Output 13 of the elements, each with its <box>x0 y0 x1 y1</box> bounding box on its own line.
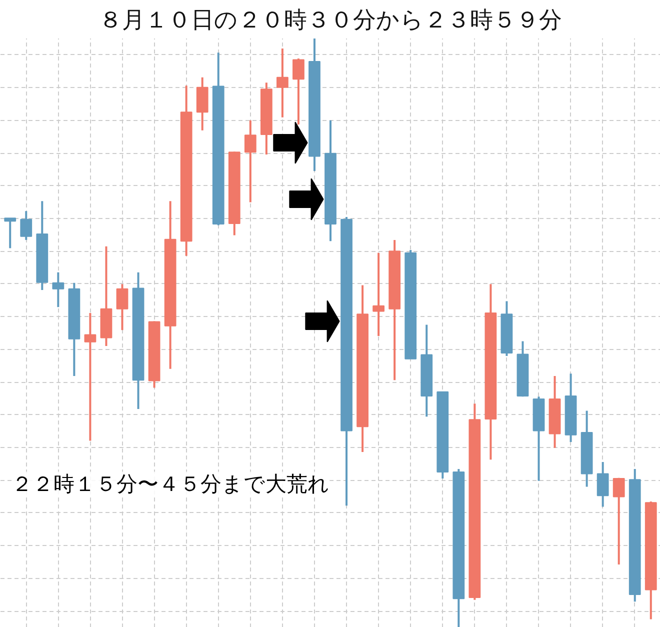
candlestick <box>52 271 64 308</box>
candlestick <box>4 217 16 250</box>
annotation: ２２時１５分〜４５分まで大荒れ <box>12 472 330 496</box>
candlestick <box>612 476 625 566</box>
candlestick <box>276 48 288 118</box>
chart-title: ８月１０日の２０時３０分から２３時５９分 <box>99 8 562 34</box>
candlestick <box>84 312 96 442</box>
candlestick <box>372 252 385 337</box>
candlestick <box>244 119 256 204</box>
candlestick <box>20 210 32 241</box>
candlestick <box>292 58 304 126</box>
candlestick <box>596 460 609 508</box>
candlestick <box>116 283 128 332</box>
